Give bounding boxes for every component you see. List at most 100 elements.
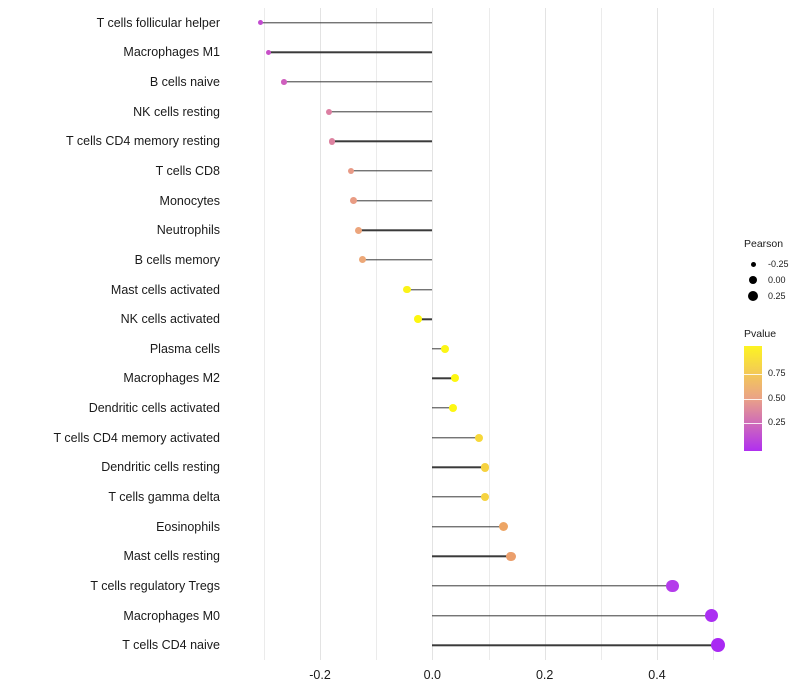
y-axis-tick-label: Neutrophils: [156, 223, 220, 238]
lollipop-point[interactable]: [350, 197, 358, 205]
gridline-minor: [488, 8, 490, 660]
gridline-minor: [600, 8, 602, 660]
y-axis-tick-label: Plasma cells: [149, 341, 220, 356]
lollipop-stem: [432, 496, 486, 498]
gridline-minor: [263, 8, 265, 660]
y-axis-tick-label: T cells follicular helper: [96, 15, 220, 30]
x-axis-tick-label: 0.4: [648, 668, 666, 682]
gridline-minor: [713, 8, 715, 660]
lollipop-point[interactable]: [449, 404, 458, 413]
lollipop-point[interactable]: [451, 374, 460, 383]
legend-pvalue: Pvalue 0.75 0.50 0.25: [744, 328, 800, 451]
lollipop-stem: [358, 229, 433, 231]
lollipop-point[interactable]: [506, 551, 516, 561]
lollipop-stem: [418, 318, 433, 320]
lollipop-point[interactable]: [666, 579, 679, 593]
x-axis-tick-label: 0.2: [535, 668, 554, 682]
y-axis-tick-label: Macrophages M0: [123, 608, 220, 623]
plot-panel: [247, 8, 730, 660]
colorbar-tick: [744, 422, 762, 424]
lollipop-stem: [432, 466, 486, 469]
colorbar-tick: [744, 398, 762, 400]
y-axis-tick-label: T cells regulatory Tregs: [90, 578, 220, 593]
lollipop-stem: [432, 614, 712, 617]
gridline-major: [544, 8, 546, 660]
y-axis-tick-label: Dendritic cells resting: [101, 460, 220, 475]
gridline-major: [656, 8, 658, 660]
lollipop-point[interactable]: [710, 638, 725, 653]
lollipop-stem: [353, 199, 433, 202]
lollipop-stem: [432, 525, 504, 528]
lollipop-point[interactable]: [704, 608, 719, 623]
lollipop-point[interactable]: [474, 433, 484, 442]
y-axis-tick-label: Macrophages M1: [123, 45, 220, 60]
lollipop-stem: [331, 140, 433, 143]
legend-pearson-value: 0.00: [768, 275, 786, 285]
legend-pearson-title: Pearson: [744, 238, 784, 250]
legend-pvalue-title: Pvalue: [744, 328, 777, 340]
lollipop-stem: [432, 585, 673, 587]
lollipop-point[interactable]: [281, 79, 287, 85]
y-axis-tick-label: B cells memory: [134, 252, 220, 267]
lollipop-stem: [432, 348, 446, 350]
lollipop-point[interactable]: [441, 344, 450, 353]
y-axis-tick-label: T cells CD4 naive: [122, 638, 220, 653]
lollipop-stem: [432, 437, 479, 439]
legend-pearson-item: 0.00: [744, 272, 800, 288]
x-axis-tick-label: 0.0: [423, 668, 442, 682]
x-axis-tick-label: -0.2: [309, 668, 331, 682]
y-axis-tick-label: Dendritic cells activated: [88, 401, 220, 416]
y-axis-tick-label: B cells naive: [149, 75, 220, 90]
gridline-minor: [376, 8, 378, 660]
y-axis-tick-label: T cells CD8: [155, 164, 220, 178]
gridline-major: [320, 8, 321, 660]
lollipop-point[interactable]: [328, 138, 336, 145]
legend-pearson-value: -0.25: [768, 259, 789, 269]
lollipop-stem: [432, 377, 456, 380]
lollipop-point[interactable]: [480, 463, 490, 472]
lollipop-stem: [432, 555, 511, 557]
lollipop-point[interactable]: [265, 49, 271, 56]
lollipop-stem: [328, 111, 433, 113]
lollipop-point[interactable]: [257, 20, 263, 26]
lollipop-stem: [268, 51, 433, 54]
lollipop-stem: [432, 407, 454, 409]
colorbar-tick-label: 0.25: [768, 416, 786, 427]
colorbar-tick: [744, 374, 762, 376]
lollipop-stem: [432, 644, 718, 646]
y-axis-tick-label: NK cells resting: [133, 104, 220, 119]
lollipop-point[interactable]: [498, 522, 508, 532]
y-axis-tick-label: Mast cells activated: [110, 282, 220, 297]
legend-pvalue-colorbar: 0.75 0.50 0.25: [744, 346, 800, 451]
lollipop-point[interactable]: [355, 226, 363, 234]
legend-pearson-item: -0.25: [744, 256, 800, 272]
lollipop-stem: [362, 259, 433, 261]
colorbar-tick-label: 0.75: [768, 368, 786, 379]
lollipop-point[interactable]: [359, 256, 367, 264]
y-axis-tick-label: T cells gamma delta: [108, 490, 220, 504]
y-axis-tick-label: Monocytes: [159, 193, 220, 208]
legend-pearson-dot: [744, 276, 762, 284]
y-axis-tick-label: Eosinophils: [156, 519, 220, 534]
lollipop-point[interactable]: [325, 108, 333, 115]
y-axis-labels: T cells follicular helper Macrophages M1 B…: [0, 0, 221, 700]
gridline-major: [432, 8, 434, 660]
legend-pearson-items: -0.25 0.00 0.25: [744, 256, 800, 304]
lollipop-point[interactable]: [347, 167, 355, 175]
lollipop-stem: [284, 81, 433, 83]
legend-pearson-item: 0.25: [744, 288, 800, 304]
y-axis-tick-label: NK cells activated: [120, 312, 220, 327]
lollipop-stem: [260, 22, 433, 24]
legend-pearson-dot: [744, 261, 762, 267]
legend-pearson-dot: [744, 290, 762, 302]
lollipop-point[interactable]: [480, 492, 490, 502]
lollipop-point[interactable]: [403, 285, 411, 294]
legend-pearson: Pearson -0.25 0.00 0.25: [744, 238, 800, 304]
y-axis-tick-label: Mast cells resting: [123, 549, 220, 564]
y-axis-tick-label: T cells CD4 memory resting: [66, 134, 220, 149]
lollipop-stem: [407, 288, 433, 291]
lollipop-stem: [350, 170, 433, 172]
legend-pearson-value: 0.25: [768, 291, 786, 301]
lollipop-point[interactable]: [414, 315, 423, 324]
